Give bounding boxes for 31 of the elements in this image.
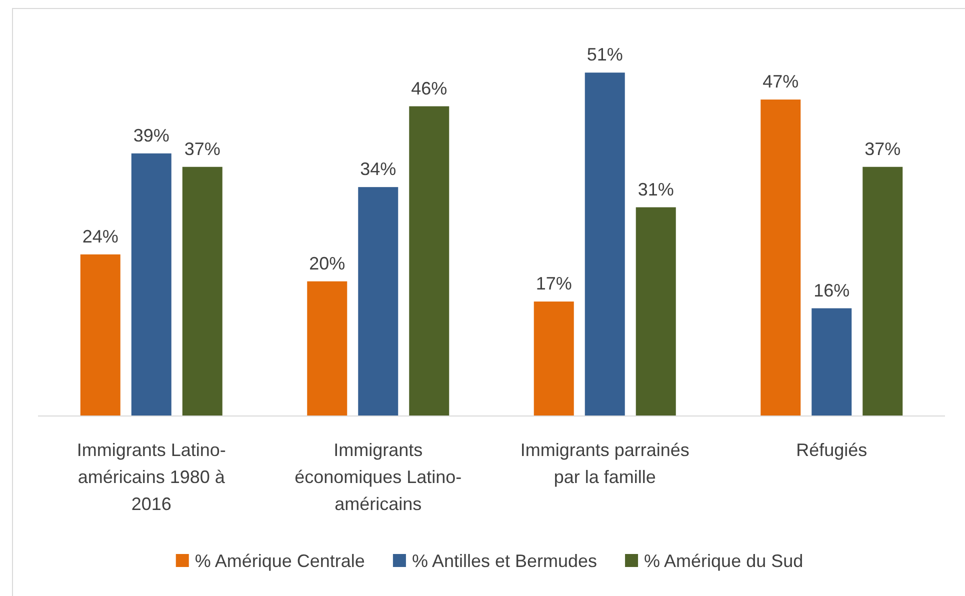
x-tick-label: Réfugiés [796, 440, 868, 460]
data-label: 47% [762, 72, 799, 92]
bar [636, 207, 676, 416]
bar [131, 153, 172, 416]
bar [182, 166, 222, 416]
legend-label: % Amérique Centrale [194, 551, 365, 571]
bar [584, 72, 625, 416]
legend-label: % Antilles et Bermudes [412, 551, 598, 571]
bar [358, 187, 398, 416]
data-label: 17% [536, 274, 572, 294]
data-label: 34% [360, 159, 396, 180]
data-label: 37% [184, 138, 220, 159]
bar [812, 308, 852, 416]
legend-label: % Amérique du Sud [644, 551, 804, 571]
data-label: 24% [82, 226, 118, 246]
data-label: 16% [814, 280, 850, 300]
x-tick-label: Immigrants économiques Latino-américains [294, 440, 462, 514]
data-label: 20% [309, 253, 346, 274]
bar [760, 100, 801, 416]
data-label: 31% [638, 179, 674, 200]
bar [307, 281, 348, 416]
bar [80, 254, 120, 416]
bar [409, 106, 450, 416]
x-tick-label: Immigrants parrainés par la famille [520, 440, 690, 487]
data-label: 46% [411, 78, 448, 98]
data-label: 39% [133, 125, 170, 146]
bar [534, 302, 574, 416]
data-label: 51% [586, 44, 623, 65]
bar [862, 166, 903, 416]
data-label: 37% [864, 138, 901, 159]
x-tick-label: Immigrants Latino-américains 1980 à 2016 [76, 440, 226, 514]
